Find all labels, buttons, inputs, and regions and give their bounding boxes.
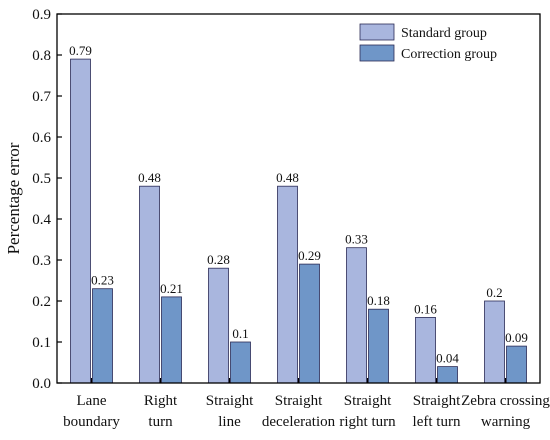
x-tick-label: Lane xyxy=(77,393,107,409)
data-label: 0.21 xyxy=(160,281,183,296)
data-label: 0.1 xyxy=(232,326,248,341)
x-tick-label: Straight xyxy=(344,393,392,409)
bar-standard xyxy=(415,316,436,384)
bar-standard xyxy=(139,185,160,384)
x-tick-label: right turn xyxy=(339,414,396,430)
data-label: 0.18 xyxy=(367,293,390,308)
bar-standard xyxy=(277,185,298,384)
data-label: 0.23 xyxy=(91,273,114,288)
legend-swatch xyxy=(359,23,395,41)
bar-correction xyxy=(437,366,458,384)
legend-swatch xyxy=(359,44,395,62)
x-axis: Lane boundary Right turn Straight line Straigh… xyxy=(63,378,550,430)
x-tick-label: warning xyxy=(481,414,531,430)
bar-standard xyxy=(208,267,229,384)
data-label: 0.16 xyxy=(414,301,437,316)
y-axis: 0.0 0.1 0.2 0.3 0.4 0.5 0.6 0.7 0.8 0.9 xyxy=(32,7,62,392)
bar-standard xyxy=(70,58,91,384)
bar-correction xyxy=(161,296,182,384)
bar-correction xyxy=(230,341,251,384)
bar-standard xyxy=(484,300,505,384)
legend-label: Standard group xyxy=(401,26,487,41)
data-label: 0.09 xyxy=(505,330,528,345)
x-tick-label: Right xyxy=(144,393,178,409)
y-axis-label: Percentage error xyxy=(4,142,23,254)
y-tick-label: 0.1 xyxy=(32,335,51,351)
x-tick-label: left turn xyxy=(413,414,461,430)
y-tick-label: 0.9 xyxy=(32,7,51,23)
data-label: 0.04 xyxy=(436,351,459,366)
y-tick-label: 0.5 xyxy=(32,171,51,187)
x-tick-label: turn xyxy=(148,414,173,430)
x-tick-label: line xyxy=(218,414,241,430)
legend-label: Correction group xyxy=(401,47,497,62)
data-label: 0.79 xyxy=(69,43,92,58)
bars-layer xyxy=(70,58,527,384)
plot-frame xyxy=(56,13,541,384)
x-tick-label: Straight xyxy=(206,393,254,409)
bar-standard xyxy=(346,247,367,384)
y-tick-label: 0.6 xyxy=(32,130,51,146)
bar-correction xyxy=(299,263,320,384)
y-tick-label: 0.7 xyxy=(32,89,51,105)
data-label: 0.33 xyxy=(345,232,368,247)
y-tick-label: 0.2 xyxy=(32,294,51,310)
data-label: 0.29 xyxy=(298,248,321,263)
x-tick-label: deceleration xyxy=(262,414,336,430)
y-tick-label: 0.4 xyxy=(32,212,51,228)
data-label: 0.48 xyxy=(276,170,299,185)
x-tick-label: Straight xyxy=(413,393,461,409)
x-tick-label: Straight xyxy=(275,393,323,409)
y-tick-label: 0.8 xyxy=(32,48,51,64)
x-tick-label: Zebra crossing xyxy=(461,393,550,409)
data-label: 0.48 xyxy=(138,170,161,185)
value-labels-layer: 0.79 0.23 0.48 0.21 0.28 0.1 0.48 0.29 0.33 0.18 0… xyxy=(69,43,528,366)
y-tick-label: 0.0 xyxy=(32,376,51,392)
bar-correction xyxy=(368,308,389,384)
y-tick-label: 0.3 xyxy=(32,253,51,269)
data-label: 0.28 xyxy=(207,252,230,267)
bar-correction xyxy=(92,288,113,384)
x-tick-label: boundary xyxy=(63,414,120,430)
legend: Standard group Correction group xyxy=(359,23,497,62)
data-label: 0.2 xyxy=(486,285,502,300)
bar-correction xyxy=(506,345,527,384)
